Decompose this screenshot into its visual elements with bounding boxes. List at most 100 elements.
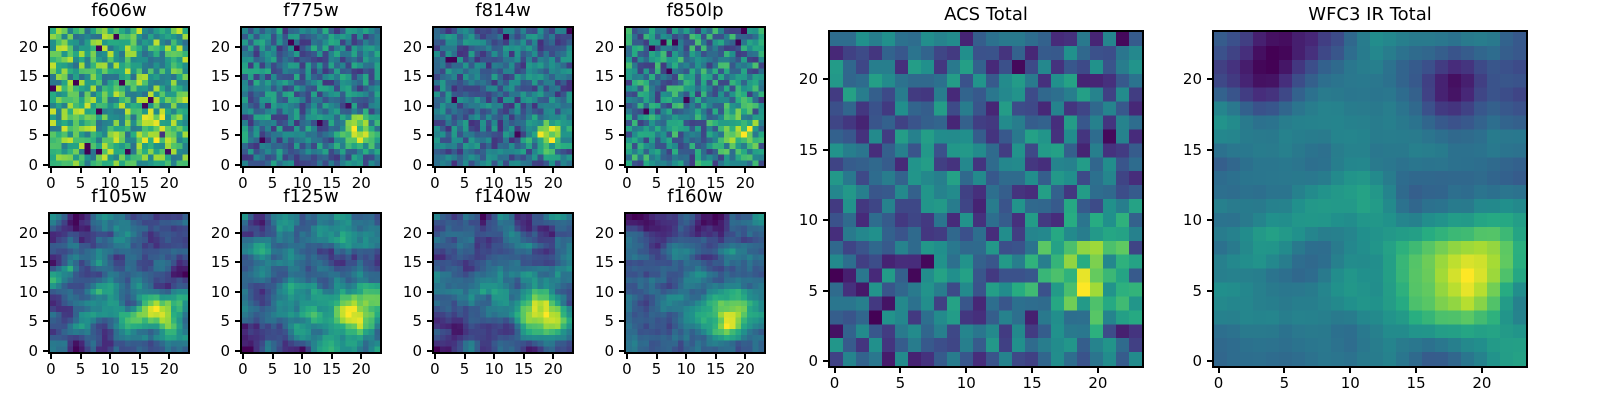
y-tick (619, 134, 624, 137)
y-tick-label: 10 (594, 282, 614, 301)
x-tick (109, 354, 112, 359)
x-tick (49, 354, 52, 359)
heatmap-canvas-f140w (434, 214, 572, 352)
x-tick-label: 20 (543, 174, 563, 192)
y-tick-label: 20 (594, 37, 614, 56)
y-tick-label: 20 (210, 223, 230, 242)
y-tick-label: 10 (18, 96, 38, 115)
x-tick (330, 168, 333, 173)
heatmap-canvas-f160w (626, 214, 764, 352)
x-tick-label: 10 (956, 374, 976, 392)
x-tick-label: 0 (46, 360, 56, 378)
y-tick (43, 75, 48, 78)
panel-title-f775w: f775w (283, 0, 339, 21)
heatmap-panel-f775w (240, 26, 382, 168)
y-tick-label: 0 (604, 342, 614, 361)
x-tick (241, 168, 244, 173)
panel-title-f850lp: f850lp (666, 0, 724, 21)
x-tick-label: 5 (651, 360, 662, 378)
y-tick-label: 15 (210, 253, 230, 272)
x-tick (138, 168, 141, 173)
x-tick-label: 5 (459, 360, 470, 378)
heatmap-canvas-f606w (50, 28, 188, 166)
y-tick-label: 5 (412, 312, 422, 331)
x-tick (241, 354, 244, 359)
x-tick (685, 354, 688, 359)
y-tick-label: 20 (18, 37, 38, 56)
heatmap-panel-f160w (624, 212, 766, 354)
x-tick-label: 0 (238, 360, 248, 378)
y-tick-label: 15 (798, 140, 818, 159)
x-tick (522, 354, 525, 359)
heatmap-panel-wfc3-ir-total (1212, 30, 1528, 368)
y-tick (619, 104, 624, 107)
x-tick (714, 168, 717, 173)
y-tick (43, 290, 48, 293)
y-tick (619, 320, 624, 323)
x-tick (49, 168, 52, 173)
y-tick-label: 20 (18, 223, 38, 242)
x-tick (714, 354, 717, 359)
heatmap-canvas-wfc3-ir-total (1214, 32, 1526, 366)
y-tick-label: 5 (604, 312, 614, 331)
x-tick-label: 5 (651, 174, 662, 192)
y-tick (619, 350, 624, 353)
heatmap-panel-f606w (48, 26, 190, 168)
y-tick (43, 134, 48, 137)
panel-title-f814w: f814w (475, 0, 531, 21)
y-tick (43, 45, 48, 48)
x-tick (899, 368, 902, 373)
x-tick (79, 354, 82, 359)
x-tick (1031, 368, 1034, 373)
panel-title-f160w: f160w (667, 186, 723, 207)
x-tick (625, 168, 628, 173)
y-tick-label: 15 (18, 67, 38, 86)
y-tick-label: 15 (1182, 140, 1202, 159)
y-tick-label: 0 (220, 156, 230, 175)
heatmap-canvas-f814w (434, 28, 572, 166)
x-tick (552, 354, 555, 359)
heatmap-canvas-f850lp (626, 28, 764, 166)
x-tick-label: 0 (622, 360, 632, 378)
heatmap-canvas-f775w (242, 28, 380, 166)
x-tick-label: 20 (159, 174, 179, 192)
x-tick (271, 168, 274, 173)
x-tick-label: 5 (1279, 374, 1290, 392)
y-tick (235, 75, 240, 78)
x-tick (625, 354, 628, 359)
x-tick (1217, 368, 1220, 373)
x-tick-label: 0 (622, 174, 632, 192)
x-tick (1349, 368, 1352, 373)
x-tick (493, 354, 496, 359)
x-tick-label: 5 (75, 360, 86, 378)
heatmap-panel-f125w (240, 212, 382, 354)
x-tick (744, 354, 747, 359)
x-tick-label: 10 (292, 174, 312, 192)
y-tick (427, 261, 432, 264)
y-tick (427, 134, 432, 137)
y-tick (823, 289, 828, 292)
x-tick-label: 15 (1022, 374, 1042, 392)
x-tick-label: 5 (267, 174, 278, 192)
x-tick (1096, 368, 1099, 373)
y-tick (235, 231, 240, 234)
y-tick (427, 290, 432, 293)
y-tick (43, 350, 48, 353)
y-tick-label: 10 (594, 96, 614, 115)
x-tick (138, 354, 141, 359)
x-tick-label: 15 (130, 360, 150, 378)
y-tick (427, 75, 432, 78)
x-tick (79, 168, 82, 173)
y-tick (427, 164, 432, 167)
x-tick-label: 10 (100, 174, 120, 192)
x-tick (360, 168, 363, 173)
x-tick-label: 15 (1406, 374, 1426, 392)
x-tick (493, 168, 496, 173)
x-tick (1415, 368, 1418, 373)
x-tick (271, 354, 274, 359)
y-tick-label: 15 (402, 67, 422, 86)
x-tick (301, 354, 304, 359)
y-tick (235, 164, 240, 167)
x-tick (965, 368, 968, 373)
heatmap-canvas-acs-total (830, 32, 1142, 366)
